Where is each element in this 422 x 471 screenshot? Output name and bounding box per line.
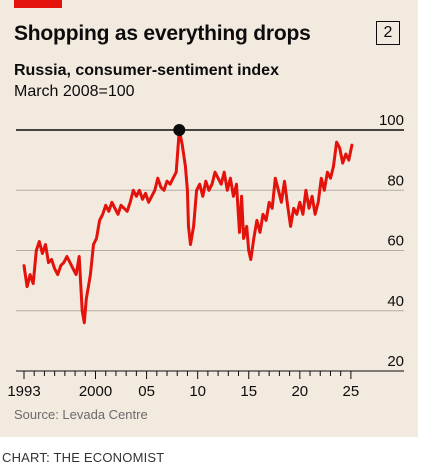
highlight-point [173,124,186,136]
line-chart: 20 40 60 80 100 1993 2000 05 10 15 20 25 [7,112,404,400]
y-tick-label-40: 40 [387,293,404,310]
chart-title: Shopping as everything drops [14,22,311,45]
y-tick-label-60: 60 [387,233,404,250]
y-tick-label-20: 20 [387,353,404,370]
x-tick-label-15: 15 [240,383,257,400]
chart-credit: CHART: THE ECONOMIST [2,450,165,465]
grid-lines [16,129,404,372]
source-note: Source: Levada Centre [14,407,148,422]
x-tick-label-05: 05 [138,383,155,400]
x-axis: 1993 2000 05 10 15 20 25 [7,371,359,400]
y-tick-label-80: 80 [387,172,404,189]
chart-card: Shopping as everything drops 2 Russia, c… [0,0,418,437]
y-tick-label-100: 100 [379,112,404,129]
chart-unit-note: March 2008=100 [14,83,135,100]
x-tick-label-1993: 1993 [7,383,40,400]
highlight-group [173,124,186,136]
x-tick-label-10: 10 [189,383,206,400]
series-group [22,128,354,325]
y-axis-labels: 20 40 60 80 100 [379,112,404,370]
chart-number-badge: 2 [376,21,400,45]
brand-red-tag [14,0,62,8]
x-tick-label-25: 25 [343,383,360,400]
x-tick-label-20: 20 [291,383,308,400]
x-tick-label-2000: 2000 [79,383,112,400]
series-line-0 [22,128,354,325]
chart-subtitle: Russia, consumer-sentiment index [14,62,279,79]
